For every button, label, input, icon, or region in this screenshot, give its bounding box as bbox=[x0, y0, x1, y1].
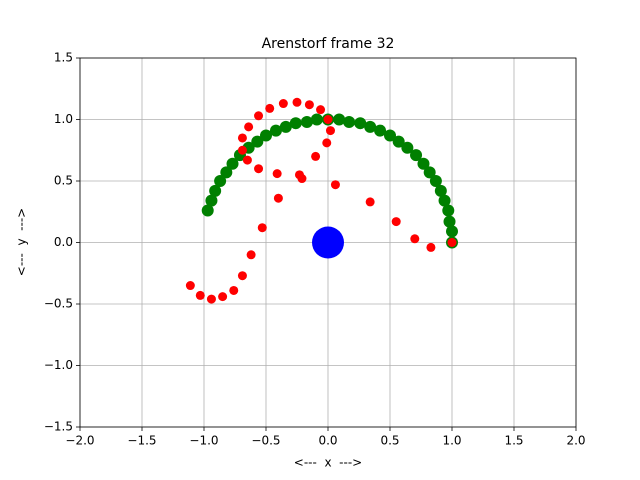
point bbox=[364, 120, 377, 133]
y-tick-label: −0.5 bbox=[44, 297, 73, 311]
point bbox=[434, 184, 447, 197]
point bbox=[273, 193, 283, 203]
point bbox=[429, 175, 442, 187]
x-tick-label: 2.0 bbox=[566, 434, 585, 448]
point bbox=[365, 197, 375, 207]
point bbox=[322, 138, 332, 148]
y-tick-label: 0.5 bbox=[54, 174, 73, 188]
point bbox=[446, 225, 458, 238]
point bbox=[426, 242, 436, 252]
y-tick-label: 0.0 bbox=[54, 235, 73, 249]
point bbox=[244, 122, 254, 132]
x-tick-label: −2.0 bbox=[65, 434, 94, 448]
point bbox=[374, 124, 387, 137]
point bbox=[316, 105, 326, 115]
point bbox=[438, 194, 451, 207]
x-tick-label: −1.5 bbox=[127, 434, 156, 448]
point bbox=[218, 292, 228, 302]
point bbox=[237, 133, 247, 143]
point bbox=[201, 204, 214, 217]
point bbox=[257, 223, 267, 233]
point bbox=[392, 135, 405, 148]
point bbox=[214, 175, 227, 187]
point bbox=[333, 113, 346, 126]
point bbox=[294, 170, 304, 180]
point bbox=[226, 157, 239, 170]
chart-title: Arenstorf frame 32 bbox=[262, 36, 395, 52]
point bbox=[254, 111, 264, 121]
y-tick-label: 1.0 bbox=[54, 112, 73, 126]
point bbox=[246, 250, 256, 260]
point bbox=[278, 99, 288, 109]
x-axis-label: <--- x ---> bbox=[294, 456, 362, 470]
point bbox=[229, 285, 239, 295]
point bbox=[417, 157, 430, 170]
point bbox=[289, 117, 302, 130]
x-tick-label: 1.0 bbox=[442, 434, 461, 448]
point bbox=[410, 149, 423, 162]
y-tick-label: 1.5 bbox=[54, 51, 73, 65]
y-tick-label: −1.5 bbox=[44, 420, 73, 434]
point bbox=[323, 115, 333, 124]
plot-frame bbox=[79, 57, 577, 428]
x-tick-label: 0.0 bbox=[318, 434, 337, 448]
point bbox=[251, 135, 264, 148]
point bbox=[311, 151, 321, 161]
x-tick-label: −1.0 bbox=[189, 434, 218, 448]
y-axis-label: <--- y ---> bbox=[15, 208, 29, 276]
x-tick-label: 0.5 bbox=[380, 434, 399, 448]
point bbox=[312, 226, 344, 259]
point bbox=[401, 141, 414, 154]
point bbox=[272, 169, 282, 179]
point bbox=[206, 294, 216, 304]
point bbox=[237, 145, 247, 155]
point bbox=[195, 290, 205, 300]
point bbox=[391, 217, 401, 227]
point bbox=[185, 281, 195, 291]
point bbox=[260, 129, 272, 142]
point bbox=[304, 100, 314, 110]
point bbox=[443, 215, 456, 228]
point bbox=[330, 180, 340, 190]
point bbox=[343, 115, 356, 128]
x-tick-label: −0.5 bbox=[251, 434, 280, 448]
point bbox=[242, 155, 252, 165]
point bbox=[254, 164, 264, 174]
x-tick-label: 1.5 bbox=[504, 434, 523, 448]
point bbox=[237, 271, 247, 281]
point bbox=[384, 129, 396, 142]
point bbox=[220, 166, 233, 179]
point bbox=[279, 120, 292, 133]
point bbox=[354, 117, 367, 130]
point bbox=[325, 126, 335, 136]
point bbox=[300, 115, 313, 128]
point bbox=[310, 113, 323, 126]
point bbox=[269, 124, 282, 137]
point bbox=[447, 238, 457, 247]
point bbox=[209, 184, 222, 197]
point bbox=[410, 234, 420, 244]
point bbox=[205, 194, 218, 207]
point bbox=[265, 103, 275, 113]
point bbox=[423, 166, 436, 179]
y-tick-label: −1.0 bbox=[44, 358, 73, 372]
point bbox=[292, 97, 302, 107]
point bbox=[442, 204, 455, 217]
